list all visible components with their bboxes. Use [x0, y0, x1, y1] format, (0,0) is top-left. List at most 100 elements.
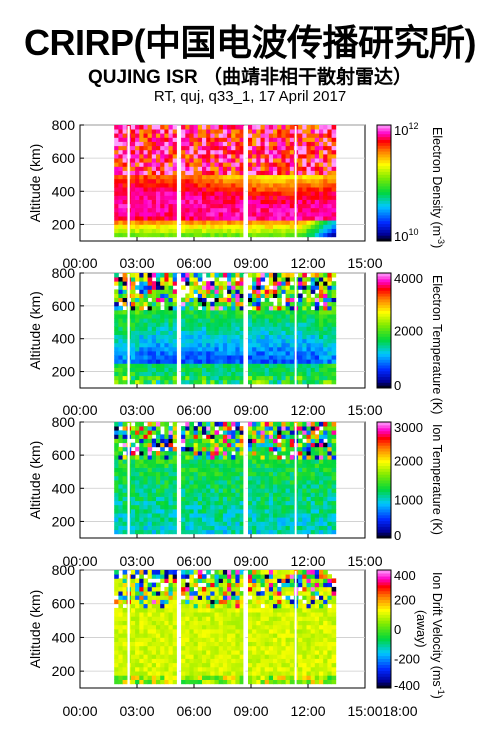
data-gap [176, 126, 179, 240]
x-tick-label: 03:00 [119, 402, 154, 418]
x-tick-label: 09:00 [233, 553, 268, 569]
x-tick-label: 15:00 [347, 402, 382, 418]
colorbar-label: Ion Drift Velocity (ms-1) [430, 572, 446, 699]
x-tick-label: 03:00 [119, 553, 154, 569]
x-tick-label: 12:00 [290, 703, 325, 719]
y-tick-label: 800 [52, 414, 76, 430]
x-tick-label: 09:00 [233, 703, 268, 719]
colorbar-tick-label: 2000 [394, 324, 423, 339]
colorbar-tick-label: -400 [394, 678, 420, 693]
x-tick-label: 00:00 [62, 255, 97, 271]
colorbar-sublabel: (away) [414, 610, 428, 648]
x-tick-label: 06:00 [176, 255, 211, 271]
colorbar-tick-label: 400 [394, 568, 416, 583]
colorbar-tick-label: 2000 [394, 454, 423, 469]
heatmap-cells [114, 273, 337, 385]
colorbar-label: Electron Temperature (K) [430, 275, 444, 414]
x-tick-label: 15:00 [347, 703, 382, 719]
y-tick-label: 200 [52, 364, 76, 380]
data-gap [243, 571, 246, 687]
colorbar-tick-label: -200 [394, 652, 420, 667]
colorbar-tick-label: 0 [394, 378, 401, 393]
x-tick-label: 15:00 [347, 255, 382, 271]
data-gap [243, 126, 246, 240]
x-tick-label: 03:00 [119, 255, 154, 271]
data-gap [294, 126, 297, 240]
heatmap-cells [114, 125, 337, 238]
heatmap-cells [114, 422, 337, 535]
colorbar-frame [376, 569, 392, 689]
x-tick-label: 06:00 [176, 703, 211, 719]
data-gap [127, 274, 130, 387]
y-tick-label: 600 [52, 298, 76, 314]
panel-ti: 800 600 400 200 Altitude (km) 00:00 03:00 06:00… [27, 414, 444, 569]
colorbar-tick-label: 0 [394, 528, 401, 543]
y-tick-label: 600 [52, 447, 76, 463]
colorbar-tick-label: 4000 [394, 271, 423, 286]
data-gap [243, 423, 246, 537]
panel-te: 800 600 400 200 Altitude (km) 00:00 03:00 06:00… [27, 265, 444, 418]
y-tick-label: 600 [52, 596, 76, 612]
data-gap [127, 571, 130, 687]
y-tick-label: 400 [52, 183, 76, 199]
run-info: RT, quj, q33_1, 17 April 2017 [153, 88, 347, 105]
panel-vi: 800 600 400 200 Altitude (km) 00:00 03:00 06:00… [27, 562, 446, 719]
colorbar-label: Electron Density (m-3) [430, 127, 446, 248]
y-tick-label: 800 [52, 265, 76, 281]
x-tick-label: 06:00 [176, 402, 211, 418]
data-gap [176, 571, 179, 687]
colorbar-tick-label: 1000 [394, 492, 423, 507]
x-tick-label: 12:00 [290, 255, 325, 271]
page-title: CRIRP(中国电波传播研究所) [24, 22, 477, 63]
data-gap [294, 274, 297, 387]
colorbar-tick-label: 1010 [394, 227, 418, 244]
y-tick-label: 200 [52, 663, 76, 679]
colorbar: 400 200 0 -200 -400 Ion Drift Velocity (ms-1)… [376, 568, 446, 699]
colorbar-frame [376, 272, 392, 389]
data-gap [294, 423, 297, 537]
x-tick-label: 12:00 [290, 553, 325, 569]
data-gap [243, 274, 246, 387]
page-subtitle: QUJING ISR （曲靖非相干散射雷达） [87, 67, 413, 88]
colorbar-tick-label: 0 [394, 622, 401, 637]
y-axis-label: Altitude (km) [27, 590, 43, 669]
y-tick-label: 400 [52, 331, 76, 347]
x-tick-label: 00:00 [62, 703, 97, 719]
x-tick-label: 06:00 [176, 553, 211, 569]
x-tick-label: 12:00 [290, 402, 325, 418]
data-gap [176, 274, 179, 387]
x-tick-label: 15:00 [347, 553, 382, 569]
colorbar-tick-label: 200 [394, 593, 416, 608]
y-tick-label: 600 [52, 150, 76, 166]
colorbar-label: Ion Temperature (K) [430, 424, 444, 535]
colorbar: 4000 2000 0 Electron Temperature (K) [376, 271, 444, 414]
x-tick-label: 00:00 [62, 402, 97, 418]
colorbar: 1012 1010 Electron Density (m-3) [376, 121, 446, 248]
data-gap [127, 423, 130, 537]
colorbar: 3000 2000 1000 0 Ion Temperature (K) [376, 420, 444, 543]
data-gap [176, 423, 179, 537]
y-axis-label: Altitude (km) [27, 144, 43, 223]
colorbar-tick-label: 3000 [394, 420, 423, 435]
y-tick-label: 200 [52, 216, 76, 232]
y-tick-label: 400 [52, 480, 76, 496]
data-gap [294, 571, 297, 687]
data-gap [127, 126, 130, 240]
panel-density: 800 600 400 200 Altitude (km) 00:00 03:00 06:00… [27, 117, 446, 271]
x-tick-label: 00:00 [62, 553, 97, 569]
heatmap-cells [114, 570, 337, 685]
y-tick-label: 800 [52, 117, 76, 133]
y-axis-label: Altitude (km) [27, 441, 43, 520]
y-tick-label: 400 [52, 629, 76, 645]
x-tick-label: 03:00 [119, 703, 154, 719]
x-tick-label: 09:00 [233, 402, 268, 418]
y-tick-label: 200 [52, 513, 76, 529]
y-axis-label: Altitude (km) [27, 291, 43, 370]
colorbar-frame [376, 421, 392, 539]
colorbar-frame [376, 124, 392, 242]
x-tick-label-extra: 18:00 [382, 703, 417, 719]
colorbar-tick-label: 1012 [394, 121, 418, 138]
y-tick-label: 800 [52, 562, 76, 578]
x-tick-label: 09:00 [233, 255, 268, 271]
